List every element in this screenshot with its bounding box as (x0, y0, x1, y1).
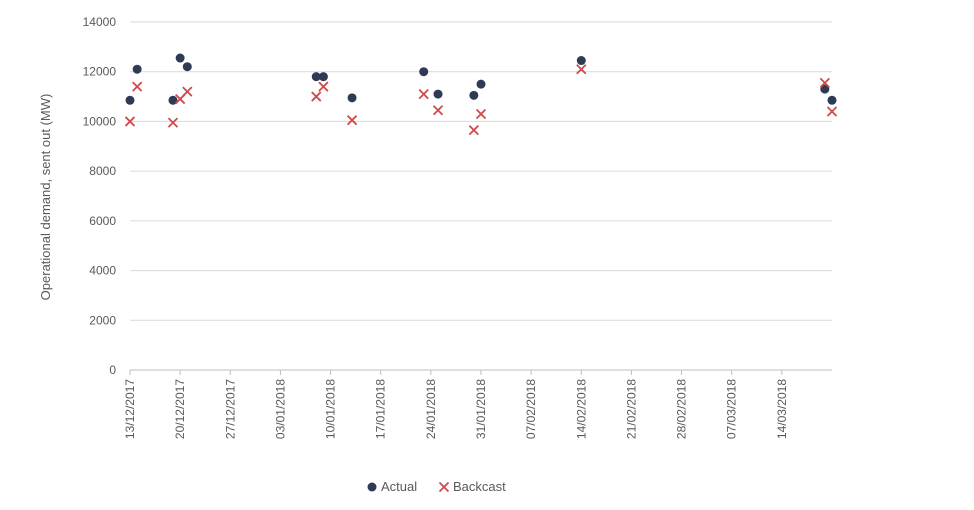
data-series (124, 53, 838, 136)
y-tick-label: 2000 (89, 313, 116, 327)
backcast-point (468, 124, 479, 136)
x-tick-label: 07/02/2018 (524, 379, 538, 439)
backcast-point (418, 88, 429, 100)
backcast-point (475, 108, 487, 120)
gridlines (130, 21, 832, 321)
y-tick-label: 12000 (83, 65, 117, 79)
backcast-point (576, 64, 587, 75)
actual-point (476, 79, 486, 89)
x-tick-label: 20/12/2017 (173, 379, 187, 439)
actual-point (820, 84, 830, 94)
y-axis-title: Operational demand, sent out (MW) (38, 94, 53, 301)
y-axis-ticks: 0 2000 4000 6000 8000 10000 12000 14000 (83, 15, 117, 377)
actual-point (182, 62, 192, 72)
actual-point (132, 64, 142, 74)
series-backcast (124, 64, 838, 136)
x-tick-label: 03/01/2018 (273, 379, 287, 439)
actual-point (469, 90, 479, 100)
x-tick-label: 14/03/2018 (775, 379, 789, 439)
y-tick-label: 8000 (89, 164, 116, 178)
y-tick-label: 6000 (89, 214, 116, 228)
actual-point (125, 95, 135, 105)
actual-point (347, 93, 357, 103)
actual-point (827, 95, 837, 105)
actual-point (318, 72, 328, 82)
x-tick-label: 13/12/2017 (123, 379, 137, 439)
legend: Actual Backcast (367, 479, 506, 494)
backcast-point (182, 86, 193, 97)
actual-point (433, 89, 443, 99)
x-tick-label: 21/02/2018 (624, 379, 638, 439)
y-tick-label: 0 (109, 363, 116, 377)
x-axis-ticks: 13/12/2017 20/12/2017 27/12/2017 03/01/2018… (123, 370, 789, 439)
legend-item-backcast: Backcast (438, 479, 506, 494)
legend-marker-x (438, 481, 450, 493)
y-tick-label: 14000 (83, 15, 117, 29)
actual-point (175, 53, 185, 63)
actual-point (576, 56, 586, 66)
x-tick-label: 10/01/2018 (324, 379, 338, 439)
x-tick-label: 31/01/2018 (474, 379, 488, 439)
legend-label: Backcast (453, 479, 506, 494)
legend-label: Actual (381, 479, 417, 494)
backcast-point (432, 105, 444, 116)
backcast-point (124, 116, 136, 127)
actual-point (311, 72, 321, 82)
x-tick-label: 14/02/2018 (574, 379, 588, 439)
x-tick-label: 27/12/2017 (223, 379, 237, 439)
backcast-point (132, 81, 143, 92)
series-actual (125, 53, 837, 105)
x-tick-label: 24/01/2018 (424, 379, 438, 439)
backcast-point (318, 81, 329, 92)
backcast-point (819, 77, 830, 89)
actual-point (419, 67, 429, 77)
backcast-point (826, 106, 838, 117)
backcast-point (167, 117, 179, 128)
y-tick-label: 4000 (89, 264, 116, 278)
backcast-point (346, 115, 358, 126)
actual-point (168, 95, 178, 105)
y-tick-label: 10000 (83, 114, 117, 128)
backcast-point (311, 91, 322, 102)
x-tick-label: 17/01/2018 (374, 379, 388, 439)
legend-item-actual: Actual (367, 479, 417, 494)
x-tick-label: 07/03/2018 (725, 379, 739, 439)
x-tick-label: 28/02/2018 (675, 379, 689, 439)
legend-marker-circle (367, 482, 377, 492)
